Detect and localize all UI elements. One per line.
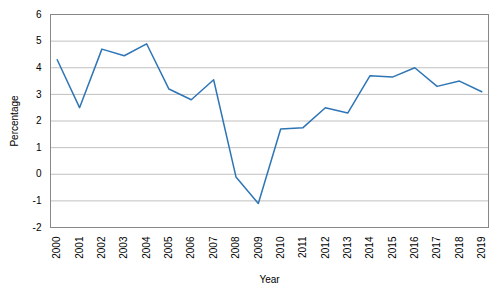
svg-text:2015: 2015: [387, 236, 398, 259]
svg-text:2004: 2004: [141, 236, 152, 259]
svg-text:2012: 2012: [320, 236, 331, 259]
svg-text:4: 4: [36, 62, 42, 73]
svg-text:Year: Year: [259, 274, 280, 285]
svg-text:-2: -2: [33, 222, 42, 233]
svg-text:2010: 2010: [275, 236, 286, 259]
svg-text:Percentage: Percentage: [9, 95, 20, 147]
svg-text:2013: 2013: [342, 236, 353, 259]
svg-text:2019: 2019: [476, 236, 487, 259]
svg-text:2014: 2014: [364, 236, 375, 259]
svg-text:2000: 2000: [51, 236, 62, 259]
svg-text:2009: 2009: [253, 236, 264, 259]
svg-text:-1: -1: [33, 195, 42, 206]
svg-text:3: 3: [36, 89, 42, 100]
svg-text:2018: 2018: [454, 236, 465, 259]
svg-text:2006: 2006: [185, 236, 196, 259]
svg-text:2005: 2005: [163, 236, 174, 259]
svg-text:6: 6: [36, 9, 42, 20]
svg-text:2008: 2008: [230, 236, 241, 259]
svg-text:2007: 2007: [208, 236, 219, 259]
svg-text:2: 2: [36, 115, 42, 126]
svg-text:1: 1: [36, 142, 42, 153]
svg-text:2003: 2003: [118, 236, 129, 259]
svg-text:2011: 2011: [297, 236, 308, 258]
svg-text:2017: 2017: [431, 236, 442, 259]
svg-text:2001: 2001: [74, 236, 85, 259]
svg-text:0: 0: [36, 168, 42, 179]
svg-text:2016: 2016: [409, 236, 420, 259]
svg-text:5: 5: [36, 35, 42, 46]
svg-text:2002: 2002: [96, 236, 107, 259]
